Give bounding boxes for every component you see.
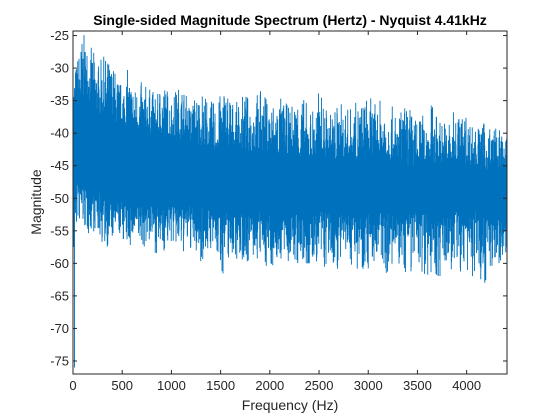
x-tick-label: 1000 xyxy=(157,378,186,393)
y-tick-label: -55 xyxy=(50,223,69,238)
x-tick-label: 4000 xyxy=(452,378,481,393)
y-tick-label: -70 xyxy=(50,321,69,336)
x-axis-label: Frequency (Hz) xyxy=(242,397,338,413)
chart-title: Single-sided Magnitude Spectrum (Hertz) … xyxy=(93,12,487,28)
y-tick-label: -35 xyxy=(50,93,69,108)
x-tick-label: 500 xyxy=(111,378,133,393)
y-axis-label: Magnitude xyxy=(28,169,44,235)
y-tick-label: -60 xyxy=(50,256,69,271)
y-tick-label: -30 xyxy=(50,61,69,76)
x-axis-ticks: 0 500 1000 1500 2000 2500 3000 3500 4000 xyxy=(69,31,481,393)
x-tick-label: 3500 xyxy=(403,378,432,393)
y-tick-label: -45 xyxy=(50,158,69,173)
x-tick-label: 3000 xyxy=(354,378,383,393)
y-axis-ticks: -25 -30 -35 -40 -45 -50 -55 -60 -65 -70 -75 xyxy=(50,28,507,368)
y-tick-label: -25 xyxy=(50,28,69,43)
y-tick-label: -75 xyxy=(50,353,69,368)
y-tick-label: -40 xyxy=(50,126,69,141)
x-tick-label: 2500 xyxy=(305,378,334,393)
x-tick-label: 2000 xyxy=(255,378,284,393)
x-tick-label: 0 xyxy=(69,378,76,393)
plot-frame xyxy=(72,30,508,375)
y-tick-label: -65 xyxy=(50,288,69,303)
x-tick-label: 1500 xyxy=(206,378,235,393)
y-tick-label: -50 xyxy=(50,191,69,206)
